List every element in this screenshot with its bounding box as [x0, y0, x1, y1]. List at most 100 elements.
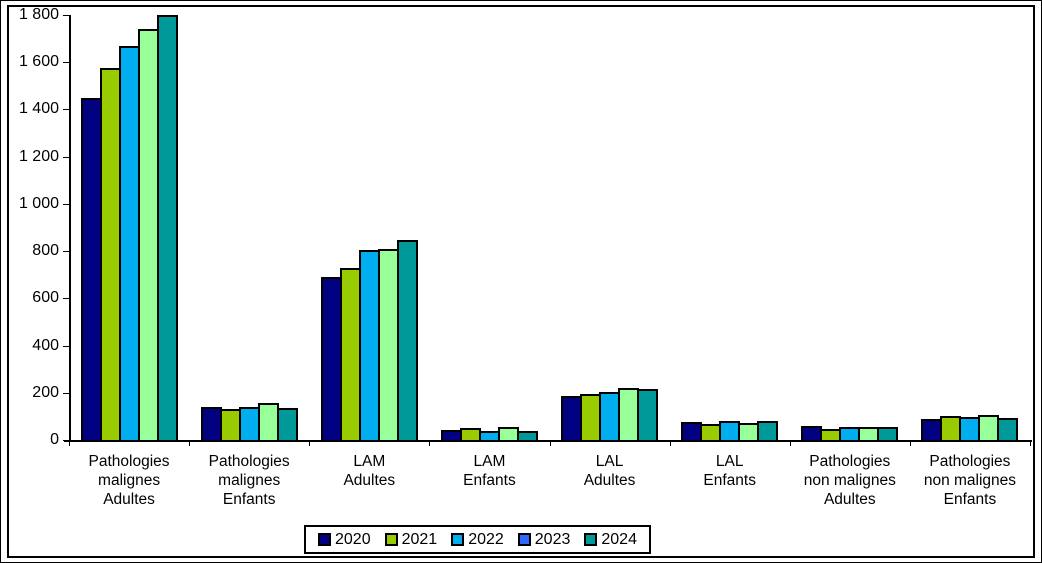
y-axis-tick: [63, 62, 69, 64]
bar-2021-5: [700, 424, 722, 442]
y-tick-label: 400: [32, 336, 59, 354]
y-tick-label: 1 600: [18, 53, 59, 71]
category-label-line: LAM: [353, 453, 386, 470]
y-tick-label: 1 800: [18, 6, 59, 23]
legend-swatch-icon: [517, 533, 531, 546]
legend-item-2021: 2021: [384, 531, 437, 548]
y-tick-label: 1 400: [18, 100, 59, 118]
x-axis-tick: [669, 440, 671, 446]
category-label: LAL Enfants: [665, 452, 795, 490]
category-label-line: Adultes: [103, 491, 155, 508]
category-label: LAL Adultes: [545, 452, 675, 490]
bar-2023-1: [257, 403, 279, 442]
bar-2021-0: [99, 68, 121, 442]
y-axis-line: [69, 15, 71, 442]
bar-2020-5: [681, 422, 703, 442]
category-label-line: Pathologies: [809, 453, 891, 470]
y-axis-tick: [63, 298, 69, 300]
bar-2020-3: [440, 430, 462, 442]
legend-item-2022: 2022: [451, 530, 504, 548]
bar-2023-4: [618, 388, 640, 442]
bar-2024-1: [276, 408, 298, 442]
category-label-line: Adultes: [583, 472, 636, 489]
y-tick-label: 0: [50, 431, 59, 448]
y-axis-tick: [63, 251, 69, 253]
bar-2021-7: [940, 416, 962, 442]
legend-label: 2022: [468, 530, 504, 548]
bar-2023-6: [858, 427, 880, 442]
y-axis-tick: [63, 109, 69, 111]
legend-swatch-icon: [318, 533, 331, 546]
bar-2022-1: [238, 407, 260, 442]
category-label-line: malignes: [218, 472, 281, 489]
category-label-line: Adultes: [343, 472, 396, 489]
x-axis-tick: [789, 440, 791, 446]
category-label-line: Enfants: [943, 491, 997, 508]
x-axis-tick: [909, 440, 911, 446]
bar-2023-2: [377, 249, 399, 442]
bar-2024-6: [877, 427, 899, 442]
bar-2020-1: [200, 407, 222, 442]
bar-2021-3: [459, 428, 481, 442]
bar-2020-6: [801, 426, 823, 442]
legend-item-2023: 2023: [517, 531, 570, 548]
y-tick-label: 800: [32, 242, 59, 260]
legend-label: 2020: [335, 530, 371, 548]
bar-2024-2: [396, 240, 418, 442]
category-label: LAM Enfants: [424, 452, 554, 490]
legend-swatch-icon: [384, 533, 398, 546]
bar-2020-4: [561, 396, 583, 442]
bar-2024-4: [637, 389, 659, 442]
category-label: Pathologies malignes Enfants: [184, 452, 314, 509]
category-label-line: Pathologies: [929, 453, 1011, 470]
bar-2021-1: [219, 409, 241, 442]
category-label: Pathologies non malignes Enfants: [905, 452, 1035, 509]
x-axis-line: [64, 440, 1032, 442]
bar-2023-0: [137, 29, 159, 442]
category-label-line: Enfants: [222, 491, 276, 508]
x-axis-tick: [69, 440, 70, 446]
bar-2023-3: [497, 427, 519, 442]
bar-2022-6: [839, 427, 861, 442]
figure-frame: [7, 5, 1035, 558]
bar-2022-0: [118, 46, 140, 442]
y-axis-tick: [63, 392, 69, 394]
legend: 2020 2021 2022 2023 2024: [304, 525, 651, 554]
bar-2022-3: [478, 431, 500, 442]
x-axis-tick: [309, 440, 311, 446]
y-tick-label: 1 200: [18, 147, 59, 165]
x-axis-tick: [549, 440, 551, 446]
bar-2022-5: [719, 421, 741, 442]
bar-2021-4: [580, 394, 602, 442]
legend-item-2020: 2020: [318, 530, 371, 548]
category-label-line: LAM: [473, 453, 506, 470]
x-axis-tick: [429, 440, 431, 446]
legend-swatch-icon: [451, 533, 465, 546]
category-label-line: non malignes: [803, 472, 896, 489]
y-tick-label: 600: [32, 289, 59, 307]
bar-2021-2: [339, 268, 361, 442]
category-label-line: Enfants: [463, 472, 516, 489]
category-label-line: malignes: [98, 472, 161, 489]
y-axis-tick: [63, 156, 69, 158]
y-tick-label: 1 000: [18, 194, 59, 212]
bar-2024-5: [757, 421, 779, 442]
category-label-line: Pathologies: [208, 453, 290, 470]
bar-2023-7: [978, 415, 1000, 442]
bar-2024-3: [516, 431, 538, 442]
x-axis-tick: [189, 440, 191, 446]
category-label-line: non malignes: [923, 472, 1017, 489]
category-label-line: Adultes: [823, 491, 876, 508]
y-axis-tick: [63, 203, 69, 205]
bar-2020-7: [921, 419, 943, 442]
y-axis-tick: [63, 15, 69, 16]
category-label-line: LAL: [715, 453, 744, 470]
category-label: Pathologies non malignes Adultes: [785, 452, 915, 509]
y-axis-tick: [63, 345, 69, 347]
legend-swatch-icon: [584, 533, 598, 546]
bar-2020-0: [80, 98, 102, 442]
category-label-line: Enfants: [703, 472, 756, 489]
bar-2024-0: [156, 15, 178, 442]
bar-2024-7: [997, 418, 1019, 442]
